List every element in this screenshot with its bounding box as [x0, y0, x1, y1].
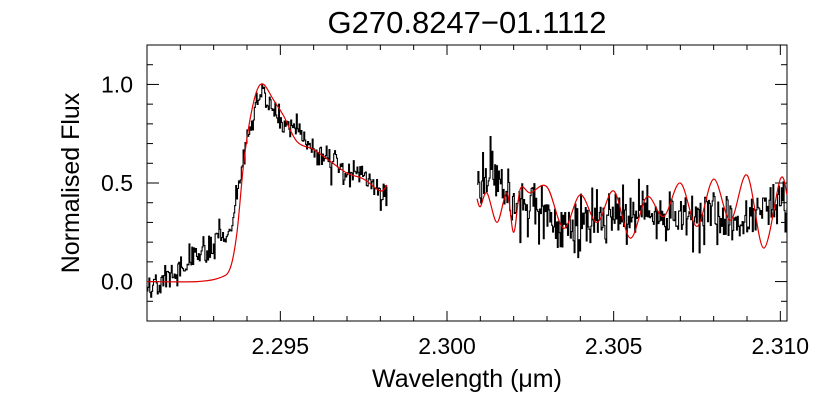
- y-tick-labels: 0.0 0.5 1.0: [101, 71, 133, 294]
- observed-spectrum-segment-2: [477, 135, 788, 259]
- x-axis-label: Wavelength (μm): [372, 365, 562, 393]
- axis-ticks: [147, 45, 787, 321]
- y-tick-label: 0.5: [101, 170, 133, 196]
- model-fit-segment-1: [146, 83, 388, 283]
- y-tick-label: 0.0: [101, 269, 133, 295]
- series-layer: [146, 83, 788, 298]
- plot-frame: [146, 44, 788, 322]
- x-tick-labels: 2.295 2.300 2.305 2.310: [252, 333, 810, 359]
- y-tick-label: 1.0: [101, 71, 133, 97]
- observed-spectrum-segment-1: [147, 84, 388, 298]
- chart-title: G270.8247−01.1112: [328, 5, 607, 40]
- x-tick-label: 2.295: [252, 333, 310, 359]
- x-tick-label: 2.300: [418, 333, 476, 359]
- y-axis-label: Normalised Flux: [57, 92, 85, 273]
- model-fit-segment-2: [476, 174, 788, 249]
- x-tick-label: 2.305: [585, 333, 643, 359]
- x-tick-label: 2.310: [752, 333, 810, 359]
